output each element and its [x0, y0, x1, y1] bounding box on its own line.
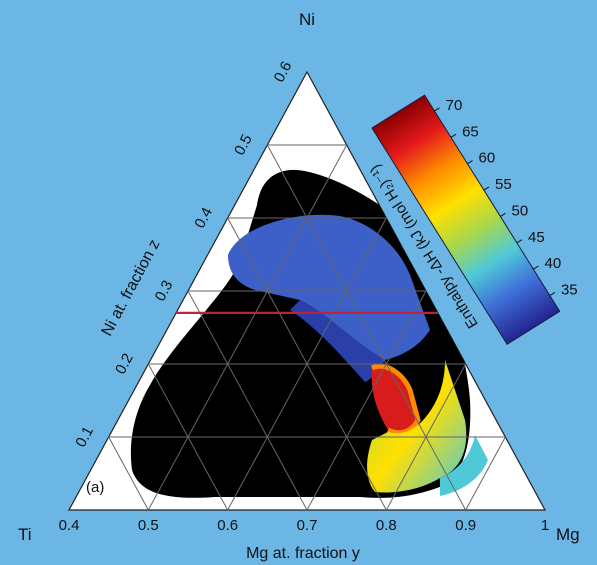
grid-line-diagonal: [385, 363, 467, 511]
colorbar-tick-label: 70: [446, 97, 463, 114]
colorbar-gradient: [371, 94, 561, 345]
colorbar-tick-label: 65: [462, 123, 479, 140]
enthalpy-darkblue-band: [290, 300, 385, 382]
colorbar-tick-mark: [467, 160, 473, 165]
y-tick-label: 0.5: [231, 132, 256, 158]
x-tick-label: 1: [541, 517, 549, 534]
y-tick-label: 0.2: [112, 351, 137, 377]
x-axis-title: Mg at. fraction y: [246, 545, 360, 562]
colorbar-tick-label: 35: [561, 282, 578, 299]
grid-line-diagonal: [227, 217, 387, 511]
composition-map: [130, 169, 488, 498]
grid-line-diagonal: [266, 144, 467, 511]
y-tick-label: 0.3: [152, 278, 177, 304]
enthalpy-blue-region: [228, 214, 430, 360]
enthalpy-red-region: [371, 366, 418, 433]
x-tick-label: 0.5: [138, 517, 159, 534]
grid-line-diagonal: [465, 436, 506, 511]
colorbar-tick-label: 45: [528, 229, 545, 246]
colorbar-tick-label: 40: [544, 255, 561, 272]
y-tick-label: 0.4: [191, 205, 216, 231]
y-axis-title: Ni at. fraction z: [98, 237, 163, 339]
corner-label-right: Mg: [556, 525, 580, 544]
colorbar-tick-mark: [450, 133, 457, 138]
colorbar-tick-mark: [483, 186, 490, 191]
y-tick-label: 0.6: [271, 59, 296, 85]
x-tick-label: 0.7: [297, 517, 318, 534]
corner-label-left: Ti: [18, 525, 32, 544]
colorbar-tick-label: 60: [479, 150, 496, 167]
x-tick-label: 0.6: [217, 517, 238, 534]
x-tick-label: 0.9: [455, 517, 476, 534]
grid-line-diagonal: [147, 363, 229, 511]
panel-label: (a): [86, 479, 104, 496]
colorbar-tick-mark: [533, 265, 539, 270]
ternary-grid: [108, 144, 506, 511]
enthalpy-yellow-strip: [367, 360, 467, 493]
colorbar-tick-label: 55: [495, 176, 512, 193]
x-tick-label: 0.4: [59, 517, 80, 534]
grid-line-diagonal: [108, 436, 149, 511]
colorbar-tick-mark: [500, 212, 506, 217]
mg-axis-ticks: 0.4 0.5 0.6 0.7 0.8 0.9 1: [59, 517, 550, 534]
enthalpy-cyan-edge: [440, 435, 488, 496]
colorbar-tick-mark: [516, 239, 523, 244]
colorbar-tick-mark: [549, 291, 556, 296]
colorbar-tick-mark: [434, 107, 440, 112]
x-tick-label: 0.8: [376, 517, 397, 534]
colorbar-tick-label: 50: [512, 202, 529, 219]
grid-line-diagonal: [147, 144, 348, 511]
corner-label-top: Ni: [299, 10, 315, 29]
grid-line-diagonal: [306, 290, 427, 511]
grid-line-diagonal: [187, 290, 308, 511]
y-tick-label: 0.1: [72, 424, 97, 450]
